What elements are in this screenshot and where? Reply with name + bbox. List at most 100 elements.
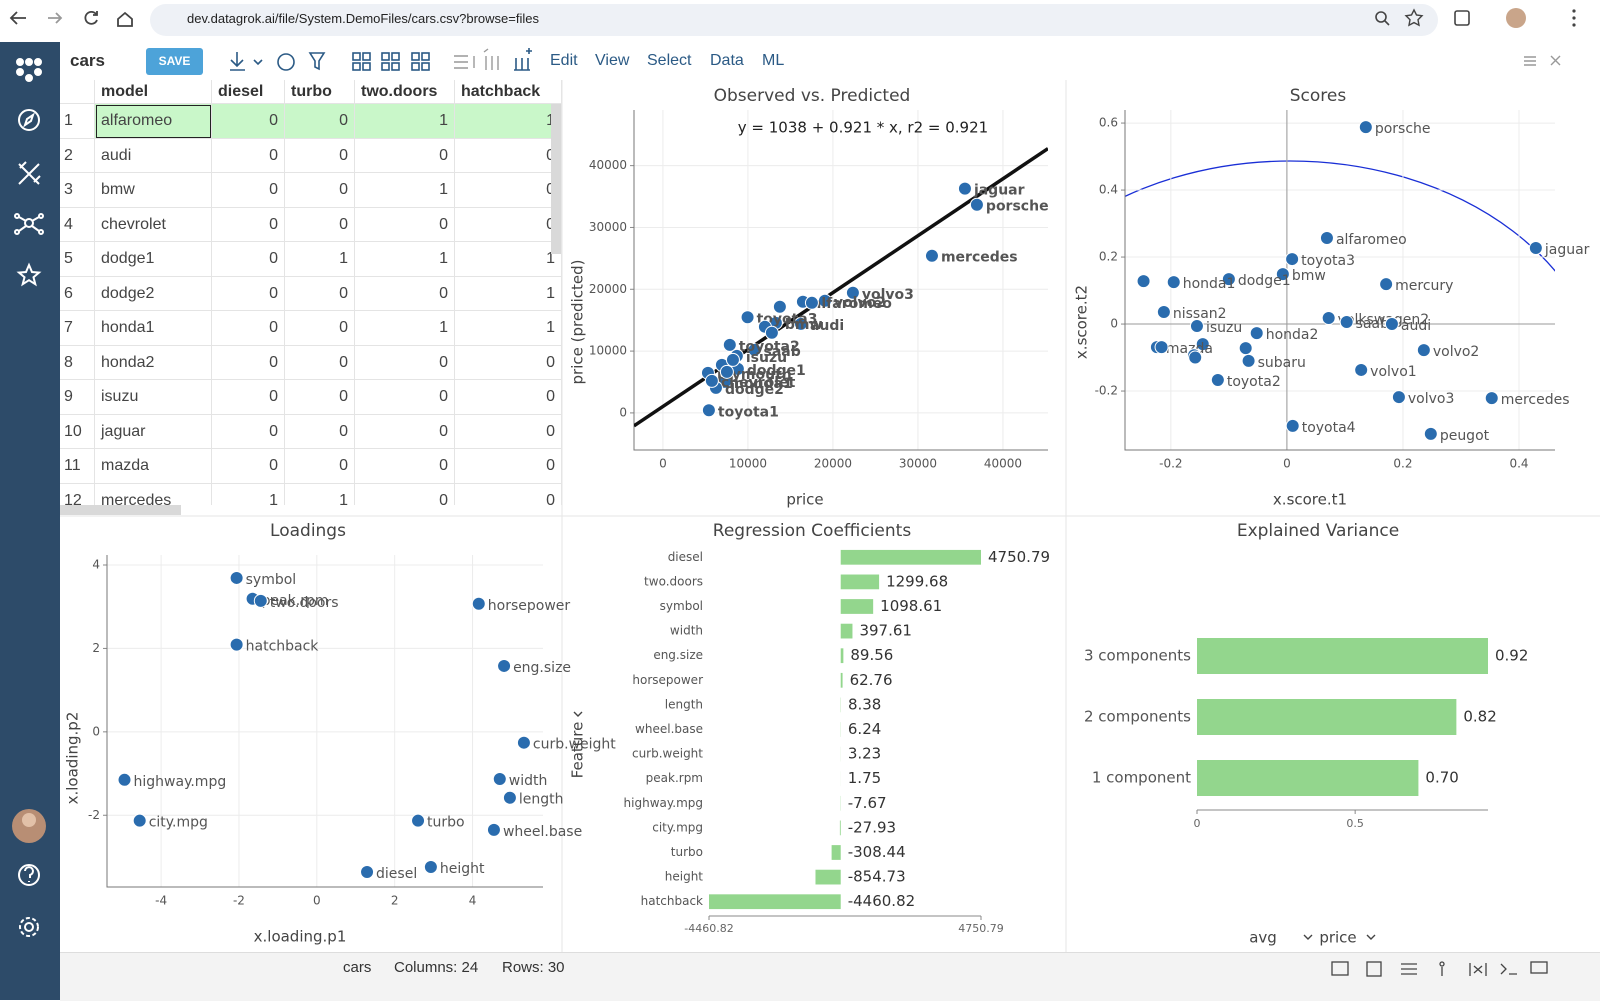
point-label: mercedes	[1501, 392, 1570, 408]
point-label: toyota1	[718, 404, 779, 420]
x-tick-label: 0	[313, 894, 321, 908]
value-label: -308.44	[848, 843, 906, 861]
category-label: diesel	[668, 550, 703, 564]
point-label: honda1	[1183, 276, 1236, 292]
point	[958, 182, 971, 195]
point	[1529, 242, 1542, 255]
value-label: 0.92	[1495, 647, 1528, 665]
x-tick-label: 10000	[729, 457, 767, 471]
x-tick-label: -4	[155, 894, 167, 908]
bar	[841, 648, 844, 663]
bar	[1197, 760, 1418, 796]
point	[254, 594, 267, 607]
point	[361, 865, 374, 878]
x-tick-label: 0.4	[1509, 457, 1528, 471]
category-label: symbol	[660, 599, 703, 613]
x-tick-label: 0.2	[1393, 457, 1412, 471]
y-axis-label: x.score.t2	[1073, 285, 1091, 359]
category-label: highway.mpg	[624, 796, 703, 810]
point-label: eng.size	[513, 660, 571, 676]
point	[493, 772, 506, 785]
point	[1242, 354, 1255, 367]
point	[472, 597, 485, 610]
point-label: bmw	[1292, 268, 1326, 284]
point	[1380, 278, 1393, 291]
point	[1322, 312, 1335, 325]
point	[765, 326, 778, 339]
chart-title: Scores	[1290, 86, 1347, 106]
point-label: honda2	[1266, 327, 1319, 343]
y-tick-label: -2	[88, 808, 100, 822]
bar	[1197, 699, 1456, 735]
point-label: wheel.base	[503, 824, 582, 840]
category-label: wheel.base	[635, 722, 703, 736]
point	[1250, 327, 1263, 340]
point-label: turbo	[427, 815, 465, 831]
y-tick-label: 0	[1110, 317, 1118, 331]
bar	[841, 599, 873, 614]
x-tick-label: 0.5	[1346, 817, 1364, 830]
chart-title: Observed vs. Predicted	[714, 86, 911, 106]
point	[1155, 341, 1168, 354]
point	[1157, 305, 1170, 318]
point-label: alfaromeo	[1336, 232, 1407, 248]
scrollbar[interactable]	[551, 104, 561, 254]
y-axis-label: price (predicted)	[569, 260, 587, 385]
point	[1355, 363, 1368, 376]
point-label: porsche	[986, 199, 1049, 215]
bar	[841, 550, 981, 565]
point-label: jaguar	[973, 183, 1025, 199]
control-label[interactable]: price	[1319, 929, 1356, 947]
y-tick-label: 30000	[589, 220, 627, 234]
value-label: -27.93	[848, 818, 896, 836]
point-label: highway.mpg	[134, 774, 227, 790]
bar	[1197, 638, 1488, 674]
point	[970, 198, 983, 211]
category-label: 2 components	[1084, 708, 1191, 726]
x-tick-label: 0	[1283, 457, 1291, 471]
bar	[841, 673, 843, 688]
status-icons[interactable]	[1325, 957, 1595, 981]
axis-chevron	[574, 712, 582, 716]
y-tick-label: 0	[92, 724, 100, 738]
x-tick-label: -4460.82	[684, 922, 733, 935]
point-label: length	[519, 792, 564, 808]
point-label: toyota2	[1227, 374, 1281, 390]
point	[517, 736, 530, 749]
point-label: dodge1	[1238, 273, 1291, 289]
point	[1340, 316, 1353, 329]
y-tick-label: 0	[619, 405, 627, 419]
scrollbar[interactable]	[60, 505, 181, 515]
point	[1190, 320, 1203, 333]
value-label: 1.75	[848, 769, 881, 787]
point-label: volvo2	[1433, 344, 1480, 360]
point	[925, 249, 938, 262]
y-tick-label: 4	[92, 558, 100, 572]
control-label[interactable]: avg	[1249, 929, 1277, 947]
y-tick-label: 0.6	[1099, 116, 1118, 130]
point-label: diesel	[376, 866, 417, 882]
value-label: 1299.68	[886, 572, 948, 590]
value-label: 89.56	[850, 646, 893, 664]
category-label: two.doors	[644, 574, 703, 588]
point-label: city.mpg	[149, 815, 208, 831]
point	[230, 571, 243, 584]
bar	[832, 845, 841, 860]
point	[1417, 344, 1430, 357]
point	[487, 823, 500, 836]
x-tick-label: 40000	[984, 457, 1022, 471]
y-axis-label: Feature	[569, 722, 587, 779]
category-label: length	[665, 697, 703, 711]
point	[1359, 121, 1372, 134]
category-label: eng.size	[653, 648, 703, 662]
point	[1320, 231, 1333, 244]
value-label: -7.67	[848, 794, 887, 812]
point	[1286, 253, 1299, 266]
y-tick-label: 2	[92, 641, 100, 655]
point	[773, 300, 786, 313]
status-columns: Columns: 24	[394, 959, 478, 976]
category-label: peak.rpm	[646, 771, 703, 785]
x-tick-label: 0	[659, 457, 667, 471]
